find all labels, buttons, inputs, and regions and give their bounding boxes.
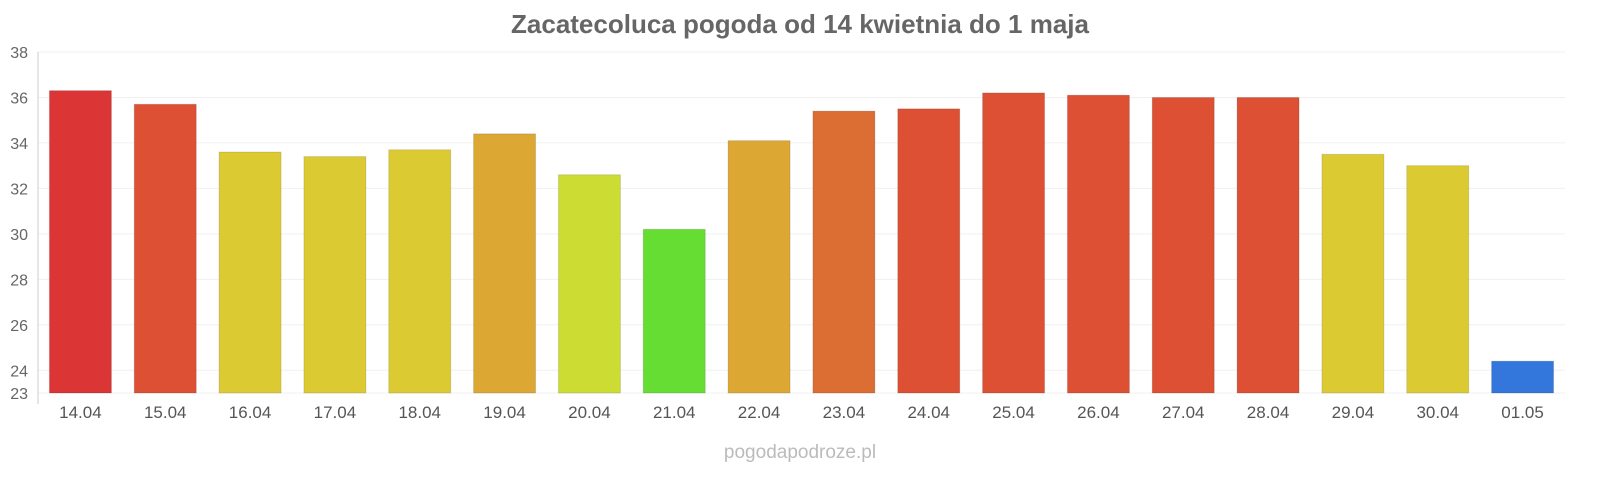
y-tick-label: 30 [10, 227, 28, 244]
y-tick-label: 24 [10, 363, 28, 380]
y-tick-label: 34 [10, 136, 28, 153]
grid-lines [38, 51, 1565, 394]
bar-29.04[interactable] [1321, 153, 1385, 394]
x-tick-label: 29.04 [1332, 403, 1375, 422]
x-tick-label: 21.04 [653, 403, 696, 422]
bar-24.04[interactable] [897, 108, 961, 394]
x-axis: 14.04 15.04 16.04 17.04 18.04 19.04 20.04 21.04… [59, 403, 1544, 422]
bars [48, 90, 1555, 394]
bar-20.04[interactable] [557, 174, 621, 394]
y-tick-label: 38 [10, 45, 28, 62]
bar-14.04[interactable] [48, 90, 112, 394]
y-tick-label: 26 [10, 318, 28, 335]
bar-30.04[interactable] [1406, 165, 1470, 394]
x-tick-label: 01.05 [1501, 403, 1544, 422]
x-tick-label: 23.04 [823, 403, 866, 422]
chart-title: Zacatecoluca pogoda od 14 kwietnia do 1 … [511, 9, 1089, 39]
bar-23.04[interactable] [812, 110, 876, 394]
bar-25.04[interactable] [982, 92, 1046, 394]
x-tick-label: 26.04 [1077, 403, 1120, 422]
bar-21.04[interactable] [642, 228, 706, 394]
bar-19.04[interactable] [473, 133, 537, 394]
x-tick-label: 15.04 [144, 403, 187, 422]
bar-27.04[interactable] [1151, 96, 1215, 394]
x-tick-label: 17.04 [314, 403, 357, 422]
x-tick-label: 27.04 [1162, 403, 1205, 422]
y-tick-label: 28 [10, 272, 28, 289]
x-tick-label: 28.04 [1247, 403, 1290, 422]
bar-28.04[interactable] [1236, 96, 1300, 394]
x-tick-label: 30.04 [1416, 403, 1459, 422]
x-tick-label: 14.04 [59, 403, 102, 422]
x-tick-label: 20.04 [568, 403, 611, 422]
y-tick-label: 36 [10, 90, 28, 107]
y-tick-label: 32 [10, 181, 28, 198]
y-axis: 38 36 34 32 30 28 26 24 23 [10, 45, 28, 403]
bar-26.04[interactable] [1066, 94, 1130, 394]
x-tick-label: 19.04 [483, 403, 526, 422]
bar-22.04[interactable] [727, 140, 791, 394]
bar-16.04[interactable] [218, 151, 282, 394]
watermark: pogodapodroze.pl [724, 442, 876, 463]
y-tick-label: 23 [10, 386, 28, 403]
x-tick-label: 25.04 [992, 403, 1035, 422]
bar-15.04[interactable] [133, 103, 197, 394]
bar-01.05[interactable] [1491, 360, 1555, 394]
bar-18.04[interactable] [388, 149, 452, 394]
x-tick-label: 18.04 [398, 403, 441, 422]
bar-17.04[interactable] [303, 156, 367, 394]
x-tick-label: 16.04 [229, 403, 272, 422]
x-tick-label: 22.04 [738, 403, 781, 422]
x-tick-label: 24.04 [907, 403, 950, 422]
